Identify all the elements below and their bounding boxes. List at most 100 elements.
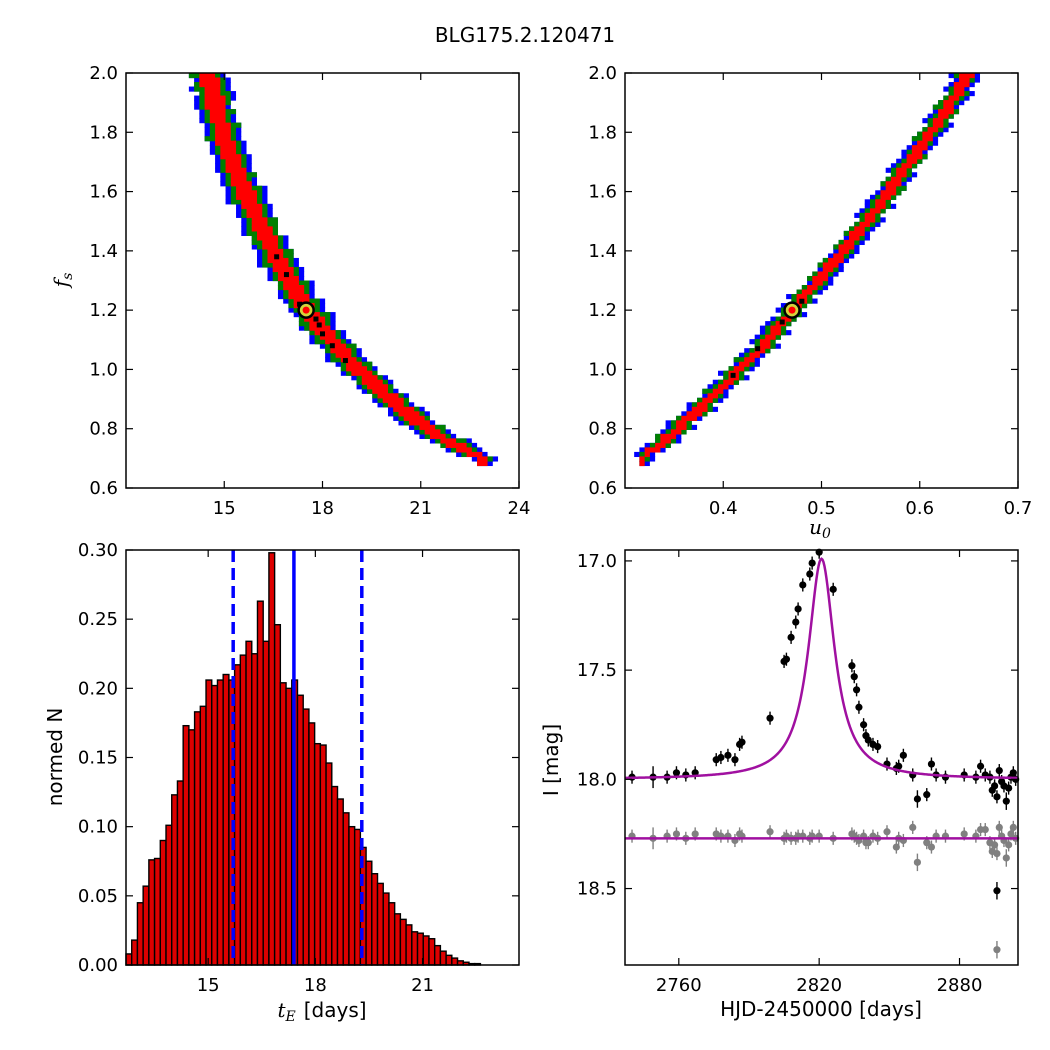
sigma1-cell — [199, 77, 221, 83]
x-tick-label: 0.4 — [709, 498, 738, 519]
residual-point — [995, 823, 1003, 831]
residual-point — [1002, 854, 1010, 862]
x-tick-label: 0.5 — [807, 498, 836, 519]
sigma1-cell — [880, 194, 891, 200]
photometry-point — [672, 769, 681, 777]
x-tick-label: 0.7 — [1004, 498, 1033, 519]
histogram-bar — [142, 885, 150, 966]
sigma1-cell — [843, 239, 855, 246]
sigma1-cell — [676, 424, 687, 430]
photometry-point — [1002, 797, 1010, 805]
histogram-bar — [125, 953, 133, 966]
residual-point — [1005, 841, 1013, 849]
x-tick-label: 18 — [304, 975, 327, 996]
sigma1-cell — [833, 253, 844, 259]
sigma1-cell — [733, 366, 745, 372]
sigma1-cell — [801, 289, 813, 295]
y-tick-label: 17.5 — [577, 660, 617, 681]
panel-light-curve: 2760 2820 2880 17.0 17.5 18.0 18.5 HJD-245000… — [539, 548, 1020, 1021]
sigma1-cell — [262, 239, 278, 246]
sigma1-cell — [759, 339, 771, 345]
photometry-point — [792, 618, 800, 626]
photometry-point — [852, 686, 861, 694]
y-ticks-u0-fs: 0.6 0.8 1.0 1.2 1.4 1.6 1.8 2.0 — [588, 63, 1018, 499]
sigma1-cell — [875, 199, 886, 205]
sigma1-cell — [288, 294, 310, 300]
histogram-bar — [451, 957, 459, 966]
sigma1-cell — [204, 100, 226, 106]
histogram-bar — [256, 600, 264, 966]
sigma1-cell — [209, 109, 226, 115]
residual-point — [927, 843, 936, 851]
figure-title: BLG175.2.120471 — [435, 23, 615, 47]
sigma1-cell — [859, 221, 870, 227]
mcmc-sample-point — [320, 331, 325, 337]
x-tick-label: 2880 — [937, 975, 983, 996]
histogram-bar — [233, 664, 242, 966]
histogram-bar — [325, 762, 333, 966]
sigma1-cell — [388, 402, 404, 408]
mcmc-sample-point — [755, 346, 761, 352]
sigma1-cell — [670, 429, 682, 435]
x-tick-label: 2760 — [656, 975, 702, 996]
sigma1-cell — [220, 145, 237, 151]
sigma1-cell — [272, 262, 289, 268]
sigma1-cell — [246, 208, 263, 214]
sigma1-cell — [288, 289, 305, 295]
y-tick-label: 1.0 — [89, 359, 118, 380]
histogram-bar — [302, 708, 310, 966]
sigma1-cell — [246, 212, 263, 218]
sigma1-cell — [272, 266, 294, 273]
photometry-point — [724, 751, 732, 759]
sigma1-cell — [403, 415, 425, 421]
x-tick-label: 24 — [508, 498, 531, 519]
sigma1-cell — [309, 325, 331, 331]
histogram-bar — [376, 882, 384, 966]
histogram-bar — [382, 892, 390, 966]
y-tick-label: 0.20 — [78, 678, 118, 699]
residual-point — [993, 850, 1001, 858]
photometry-point — [848, 662, 856, 670]
y-tick-label: 18.0 — [577, 769, 617, 790]
sigma1-cell — [885, 181, 902, 187]
sigma1-cell — [466, 451, 483, 458]
y-tick-label: 18.5 — [577, 879, 617, 900]
histogram-bar — [388, 902, 396, 966]
sigma1-cell — [319, 334, 336, 340]
sigma1-cell — [283, 280, 299, 286]
sigma1-cell — [864, 217, 876, 223]
sigma1-cell — [335, 352, 352, 358]
histogram-bar — [205, 679, 213, 966]
histogram-bar — [428, 938, 436, 966]
y-tick-label: 0.30 — [78, 540, 118, 561]
sigma1-cell — [445, 442, 467, 449]
photometry-point — [782, 655, 791, 663]
sigma1-cell — [230, 176, 247, 182]
x-tick-label: 15 — [213, 498, 236, 519]
mcmc-sample-point — [313, 316, 319, 322]
sigma1-cell — [220, 154, 242, 160]
panel-u0-vs-fs: 0.4 0.5 0.6 0.7 0.6 0.8 1.0 1.2 1.4 1.6 1.8 2.0 u0 — [588, 63, 1032, 542]
sigma1-cell — [215, 136, 231, 142]
sigma1-cell — [257, 235, 278, 241]
residual-point — [981, 825, 989, 834]
x-tick-label: 21 — [411, 975, 434, 996]
sigma1-cell — [346, 366, 368, 372]
sigma1-cell — [953, 86, 965, 92]
sigma1-cell — [849, 230, 865, 236]
model-curve — [624, 557, 1019, 780]
heatmap-te-fs — [188, 73, 499, 467]
sigma1-cell — [959, 77, 970, 83]
sigma1-cell — [644, 451, 650, 458]
y-tick-label: 1.8 — [89, 122, 118, 143]
mcmc-sample-point — [730, 372, 736, 378]
sigma1-cell — [796, 294, 808, 300]
sigma1-cell — [215, 131, 231, 137]
sigma1-cell — [817, 271, 829, 277]
sigma1-cell — [220, 149, 237, 155]
sigma1-cell — [896, 172, 907, 178]
sigma1-cell — [236, 185, 252, 191]
x-ticks-histogram: 15 18 21 — [197, 550, 434, 996]
sigma1-cell — [209, 113, 226, 119]
photometry-point — [787, 633, 795, 641]
